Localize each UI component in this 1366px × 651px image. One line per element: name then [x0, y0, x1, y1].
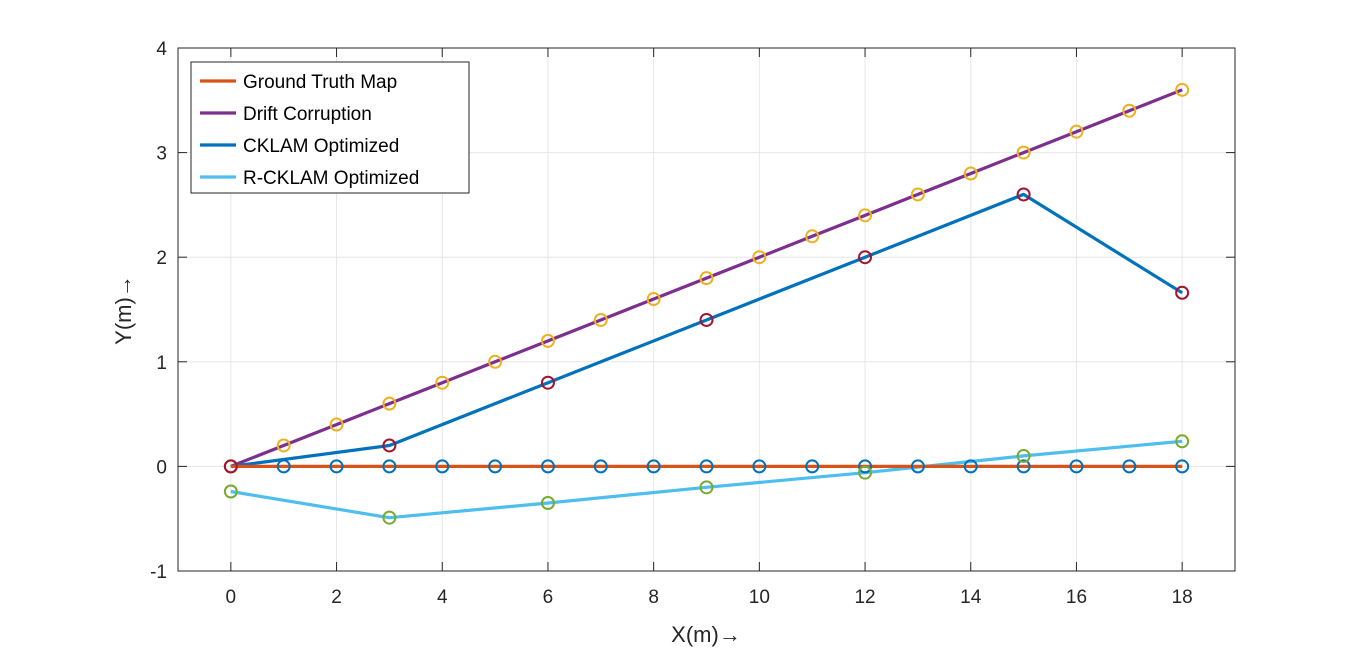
ground-truth-map-point: [752, 459, 767, 474]
y-tick-label: 2: [156, 248, 167, 269]
ground-truth-map-point: [858, 459, 873, 474]
ground-truth-map-point: [699, 459, 714, 474]
y-tick-label: 3: [156, 144, 167, 165]
drift-corruption-point: [540, 333, 555, 348]
drift-corruption-point: [1016, 145, 1031, 160]
drift-corruption-point: [805, 229, 820, 244]
x-tick-label: 2: [331, 587, 342, 608]
ground-truth-map-point: [910, 459, 925, 474]
r-cklam-optimized-point: [382, 510, 397, 525]
series-layer: [223, 82, 1190, 525]
drift-corruption-point: [488, 354, 503, 369]
y-tick-label: 4: [156, 39, 167, 60]
ground-truth-map-point: [646, 459, 661, 474]
drift-corruption-point: [752, 250, 767, 265]
x-tick-label: 14: [960, 587, 982, 608]
y-tick-label: -1: [150, 562, 167, 583]
ground-truth-map-point: [593, 459, 608, 474]
drift-corruption-point: [1122, 103, 1137, 118]
ground-truth-map-point: [488, 459, 503, 474]
legend-box: [190, 61, 470, 194]
cklam-optimized-point: [699, 312, 714, 327]
ground-truth-map-point: [276, 459, 291, 474]
drift-corruption-point: [858, 208, 873, 223]
drift-corruption-point: [593, 312, 608, 327]
x-tick-label: 6: [543, 587, 554, 608]
x-tick-label: 8: [648, 587, 659, 608]
drift-corruption-point: [963, 166, 978, 181]
ground-truth-map-point: [382, 459, 397, 474]
x-tick-label: 16: [1066, 587, 1087, 608]
ground-truth-map-point: [540, 459, 555, 474]
cklam-optimized-point: [1016, 187, 1031, 202]
r-cklam-optimized-point: [1175, 434, 1190, 449]
r-cklam-optimized-point: [699, 480, 714, 495]
y-tick-label: 1: [156, 353, 167, 374]
drift-corruption-point: [910, 187, 925, 202]
x-tick-label: 10: [749, 587, 770, 608]
r-cklam-optimized-point: [1016, 448, 1031, 463]
drift-corruption-point: [1175, 82, 1190, 97]
drift-corruption-point: [382, 396, 397, 411]
ground-truth-map-point: [329, 459, 344, 474]
x-tick-label: 0: [226, 587, 237, 608]
x-tick-label: 18: [1172, 587, 1193, 608]
drift-corruption-point: [329, 417, 344, 432]
drift-corruption-point: [276, 438, 291, 453]
legend-label-r-cklam-optimized: R-CKLAM Optimized: [243, 168, 419, 189]
cklam-optimized-point: [540, 375, 555, 390]
r-cklam-optimized-point: [223, 484, 238, 499]
drift-corruption-line: [230, 88, 1183, 468]
ground-truth-map-point: [963, 459, 978, 474]
cklam-optimized-point: [223, 459, 238, 474]
ground-truth-map-point: [1175, 459, 1190, 474]
drift-corruption-point: [699, 271, 714, 286]
r-cklam-optimized-point: [858, 465, 873, 480]
drift-corruption-point: [435, 375, 450, 390]
ground-truth-map-point: [1122, 459, 1137, 474]
legend-label-ground-truth-map: Ground Truth Map: [243, 72, 397, 93]
cklam-optimized-point: [382, 438, 397, 453]
x-tick-label: 4: [437, 587, 448, 608]
legend: Ground Truth Map Drift Corruption CKLAM Op…: [190, 61, 470, 194]
x-tick-label: 12: [854, 587, 875, 608]
r-cklam-optimized-point: [540, 496, 555, 511]
cklam-optimized-point: [858, 250, 873, 265]
x-axis-label: X(m)→: [671, 622, 741, 647]
ground-truth-map-point: [1069, 459, 1084, 474]
ground-truth-map-point: [1016, 459, 1031, 474]
plot-frame: [177, 47, 1236, 572]
legend-label-cklam-optimized: CKLAM Optimized: [243, 136, 399, 157]
ground-truth-map-point: [435, 459, 450, 474]
y-axis-label: Y(m)→: [111, 275, 136, 345]
drift-corruption-point: [646, 292, 661, 307]
cklam-optimized-line: [230, 192, 1184, 468]
cklam-optimized-point: [1175, 285, 1190, 300]
legend-label-drift-corruption: Drift Corruption: [243, 104, 372, 125]
r-cklam-optimized-line: [230, 439, 1183, 520]
y-tick-label: 0: [156, 457, 167, 478]
drift-corruption-point: [1069, 124, 1084, 139]
ground-truth-map-point: [805, 459, 820, 474]
